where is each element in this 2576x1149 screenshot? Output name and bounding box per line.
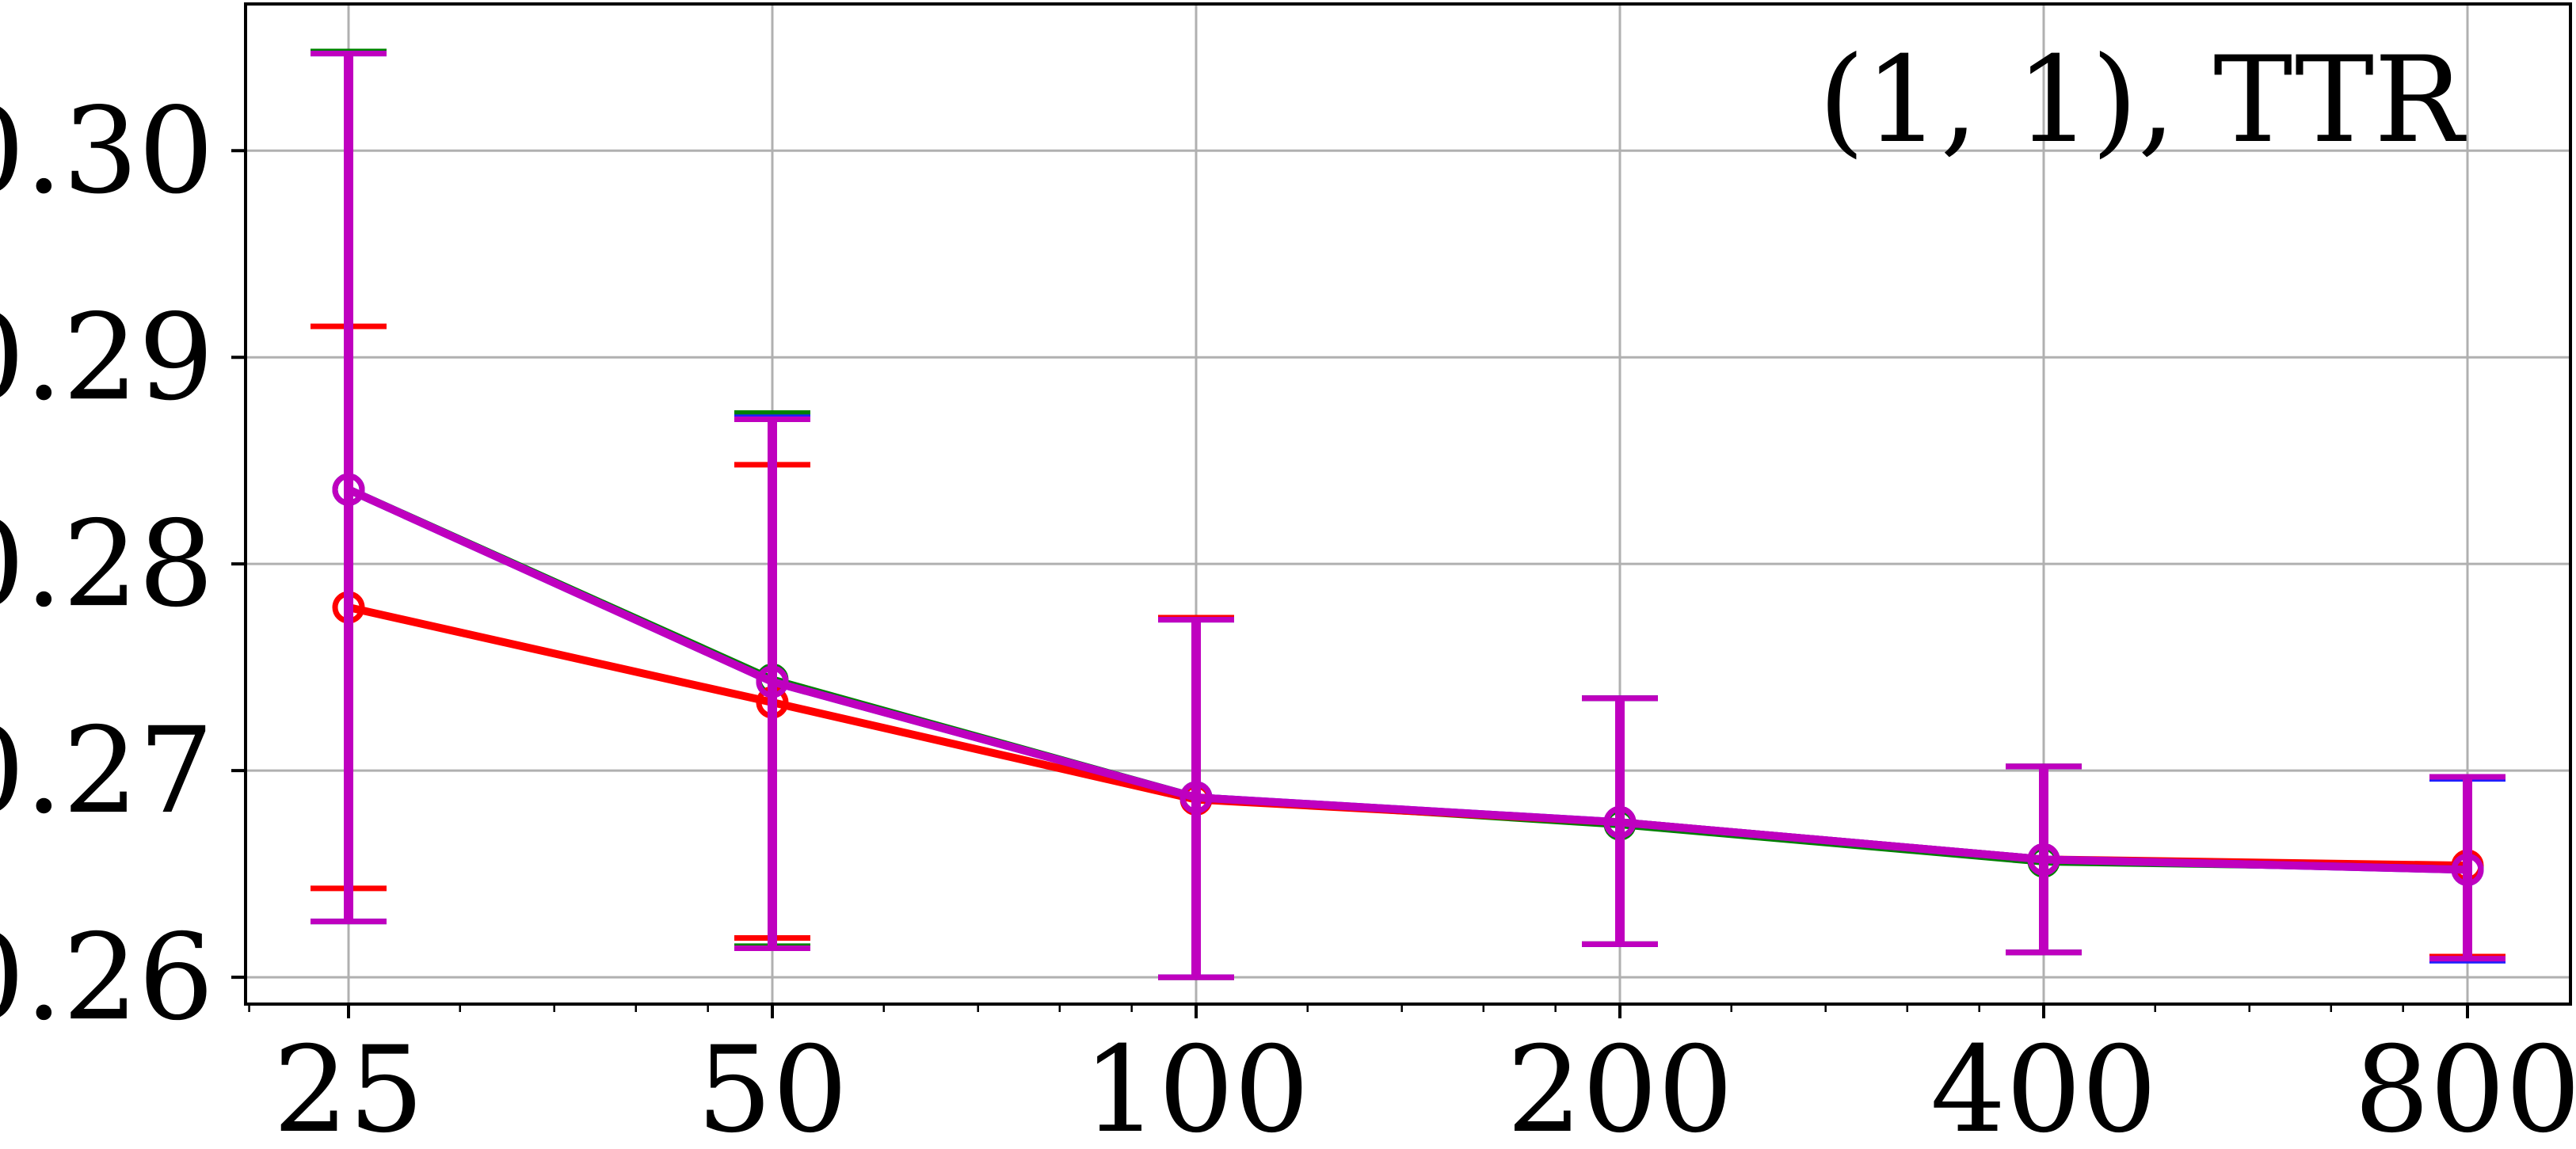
x-tick-label: 100 [1083, 1022, 1309, 1149]
grid [246, 4, 2570, 1004]
plot-frame [244, 2, 2572, 1006]
y-tick-label: 0.29 [0, 289, 214, 427]
x-tick-label: 25 [273, 1022, 425, 1149]
x-tick-label: 400 [1930, 1022, 2157, 1149]
series-line [347, 603, 2468, 870]
data-point [1603, 805, 1637, 839]
y-tick-label: 0.27 [0, 702, 214, 840]
x-tick-label: 50 [697, 1022, 848, 1149]
y-tick-label: 0.26 [0, 909, 214, 1047]
x-tick-label: 800 [2354, 1022, 2576, 1149]
series-2 [311, 51, 2506, 980]
data-point [332, 473, 365, 506]
y-tick-label: 0.30 [0, 82, 214, 220]
series-layer [311, 48, 2506, 980]
y-tick-label: 0.28 [0, 496, 214, 633]
data-point [1179, 781, 1213, 814]
series-1 [311, 323, 2506, 980]
series-line [346, 485, 2468, 874]
data-point [2451, 853, 2484, 886]
x-tick-label: 200 [1507, 1022, 1733, 1149]
ticks: 25 50 100 200 400 800 0.26 0.27 0.28 0.29 0.30 [0, 82, 2576, 1149]
series-3 [311, 51, 2506, 980]
data-point [2027, 843, 2060, 876]
chart-annotation: (1, 1), TTR [1819, 32, 2467, 169]
data-point [756, 665, 789, 698]
series-0 [311, 48, 2506, 980]
